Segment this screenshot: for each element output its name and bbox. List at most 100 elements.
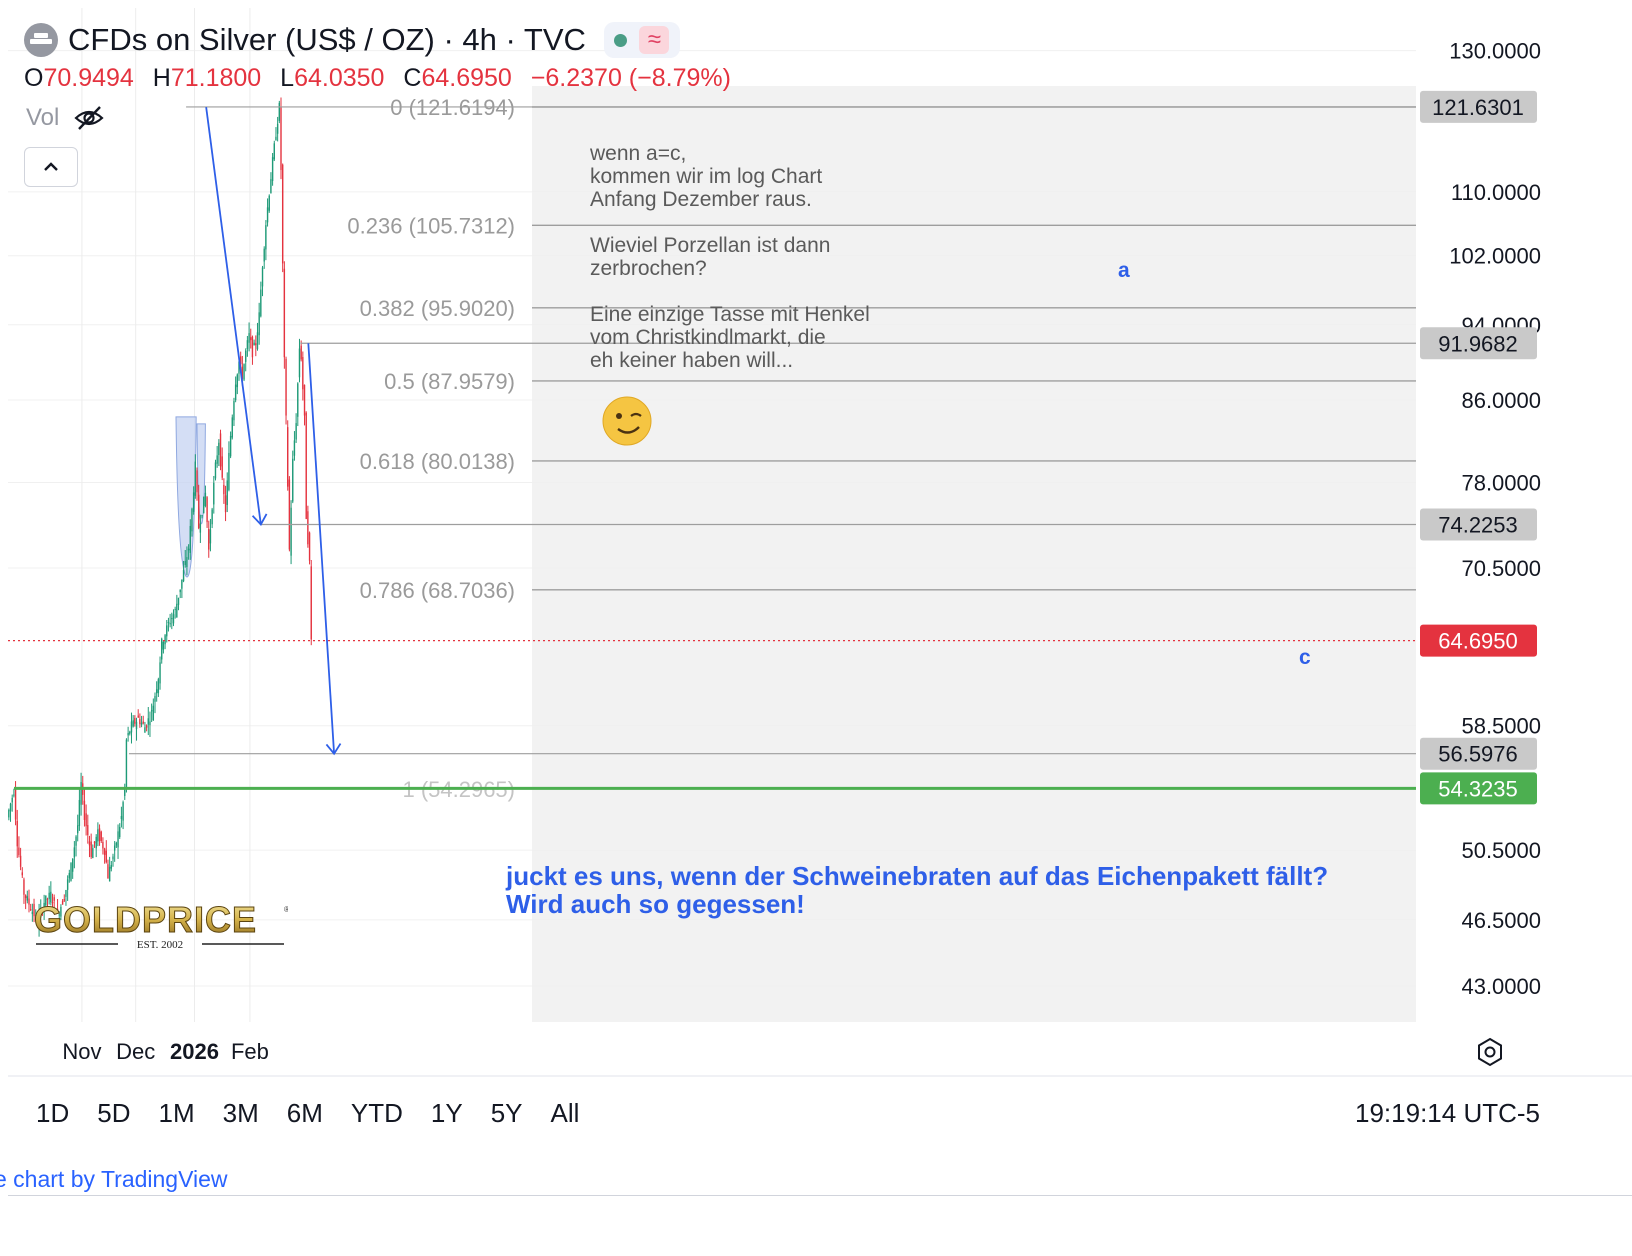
grid-lines — [8, 8, 1416, 1022]
candle-body — [112, 856, 114, 860]
candle-body — [117, 831, 119, 848]
candle-body — [48, 892, 50, 899]
candle-body — [199, 523, 202, 533]
note-line: kommen wir im log Chart — [590, 165, 822, 188]
candle-body — [239, 356, 242, 365]
wave-c-arrow[interactable] — [307, 343, 335, 754]
candle-body — [85, 813, 87, 827]
candle-body — [83, 800, 86, 820]
candle-body — [97, 829, 99, 842]
candle-body — [275, 136, 277, 140]
candle-body — [308, 532, 311, 561]
candle-body — [159, 662, 161, 684]
wave-c-arrow-head — [325, 743, 342, 756]
note-line: eh keiner haben will... — [590, 349, 793, 372]
candle-body — [137, 715, 139, 718]
candle-body — [290, 507, 292, 556]
settings-hexagon-icon[interactable] — [1474, 1036, 1506, 1068]
range-button-all[interactable]: All — [550, 1098, 580, 1128]
range-button-1y[interactable]: 1Y — [430, 1098, 463, 1128]
range-button-5y[interactable]: 5Y — [490, 1098, 523, 1128]
candle-body — [234, 384, 237, 401]
candle-body — [271, 157, 274, 181]
market-status-pill[interactable]: ≈ — [603, 22, 680, 58]
candle-body — [285, 358, 287, 416]
candle-body — [65, 890, 67, 897]
price-tick-label: 102.0000 — [1449, 244, 1541, 269]
wave-a-arrow-head — [251, 513, 268, 526]
candle-body — [73, 847, 76, 858]
candle-body — [63, 899, 65, 901]
candle-body — [154, 696, 156, 702]
candle-body — [241, 366, 244, 380]
price-badge-bg — [1420, 772, 1537, 805]
candle-body — [31, 911, 34, 915]
candle-body — [14, 787, 17, 820]
selected-range-shade — [532, 86, 1416, 1022]
volume-indicator[interactable]: Vol — [26, 104, 105, 132]
candle-body — [245, 350, 247, 362]
symbol-title[interactable]: CFDs on Silver (US$ / OZ) · 4h · TVC — [68, 22, 586, 57]
candle-body — [145, 725, 148, 728]
range-button-3m[interactable]: 3M — [222, 1098, 259, 1128]
candle-body — [23, 879, 25, 895]
candle-body — [36, 921, 39, 925]
range-button-ytd[interactable]: YTD — [350, 1098, 403, 1128]
price-badge-label: 64.6950 — [1438, 629, 1518, 654]
price-badge-bg — [1420, 90, 1537, 123]
price-axis[interactable]: 130.0000110.0000102.000094.000086.000078… — [1420, 39, 1541, 999]
bottom-comment-line: Wird auch so gegessen! — [506, 889, 805, 919]
range-button-6m[interactable]: 6M — [286, 1098, 323, 1128]
candle-body — [176, 603, 178, 618]
range-button-1m[interactable]: 1M — [158, 1098, 195, 1128]
candle-body — [150, 710, 153, 712]
candle-body — [88, 841, 91, 846]
candle-body — [219, 433, 222, 467]
candle-body — [288, 479, 291, 550]
eye-off-icon[interactable] — [73, 105, 105, 131]
note-line: Wieviel Porzellan ist dann — [590, 234, 830, 257]
fib-level-label: 0.618 (80.0138) — [360, 449, 515, 474]
wave-a-label: a — [1118, 259, 1130, 282]
high-value: 71.1800 — [170, 64, 262, 92]
candles — [8, 97, 312, 937]
tradingview-attribution-link[interactable]: e chart by TradingView — [0, 1166, 228, 1192]
candle-body — [103, 848, 106, 855]
candle-body — [87, 825, 89, 836]
candle-body — [305, 412, 307, 519]
candle-body — [45, 895, 47, 906]
emoji-face — [602, 396, 652, 446]
time-axis[interactable]: Nov Dec 2026 Feb — [8, 1039, 1632, 1077]
chart-canvas[interactable]: 0 (121.6194)0.236 (105.7312)0.382 (95.90… — [0, 0, 1632, 1195]
candle-body — [105, 850, 107, 863]
price-tick-label: 78.0000 — [1461, 471, 1541, 496]
wave-a-arrow[interactable] — [205, 107, 262, 525]
candle-body — [13, 794, 15, 796]
candle-body — [197, 494, 200, 529]
candle-body — [194, 461, 197, 496]
candle-body — [171, 618, 173, 620]
range-button-5d[interactable]: 5D — [97, 1098, 131, 1128]
candle-body — [182, 569, 185, 582]
candle-body — [172, 614, 175, 624]
date-range-selector: 1D 5D 1M 3M 6M YTD 1Y 5Y All — [36, 1098, 607, 1129]
note-line: wenn a=c, — [589, 142, 686, 165]
candle-body — [253, 342, 255, 345]
candle-body — [28, 898, 30, 905]
candle-body — [208, 529, 210, 550]
change-value: −6.2370 (−8.79%) — [530, 64, 731, 92]
candle-body — [53, 897, 55, 901]
candle-body — [21, 872, 23, 876]
candle-body — [216, 455, 218, 464]
candle-body — [61, 901, 64, 905]
emoji-eye — [616, 413, 622, 419]
candle-body — [243, 364, 245, 380]
price-tick-label: 110.0000 — [1451, 180, 1541, 205]
range-button-1d[interactable]: 1D — [36, 1098, 70, 1128]
price-tick-label: 46.5000 — [1461, 908, 1541, 933]
time-tick-label: 2026 — [170, 1039, 219, 1064]
collapse-legend-button[interactable] — [24, 147, 78, 187]
candle-body — [270, 179, 272, 194]
